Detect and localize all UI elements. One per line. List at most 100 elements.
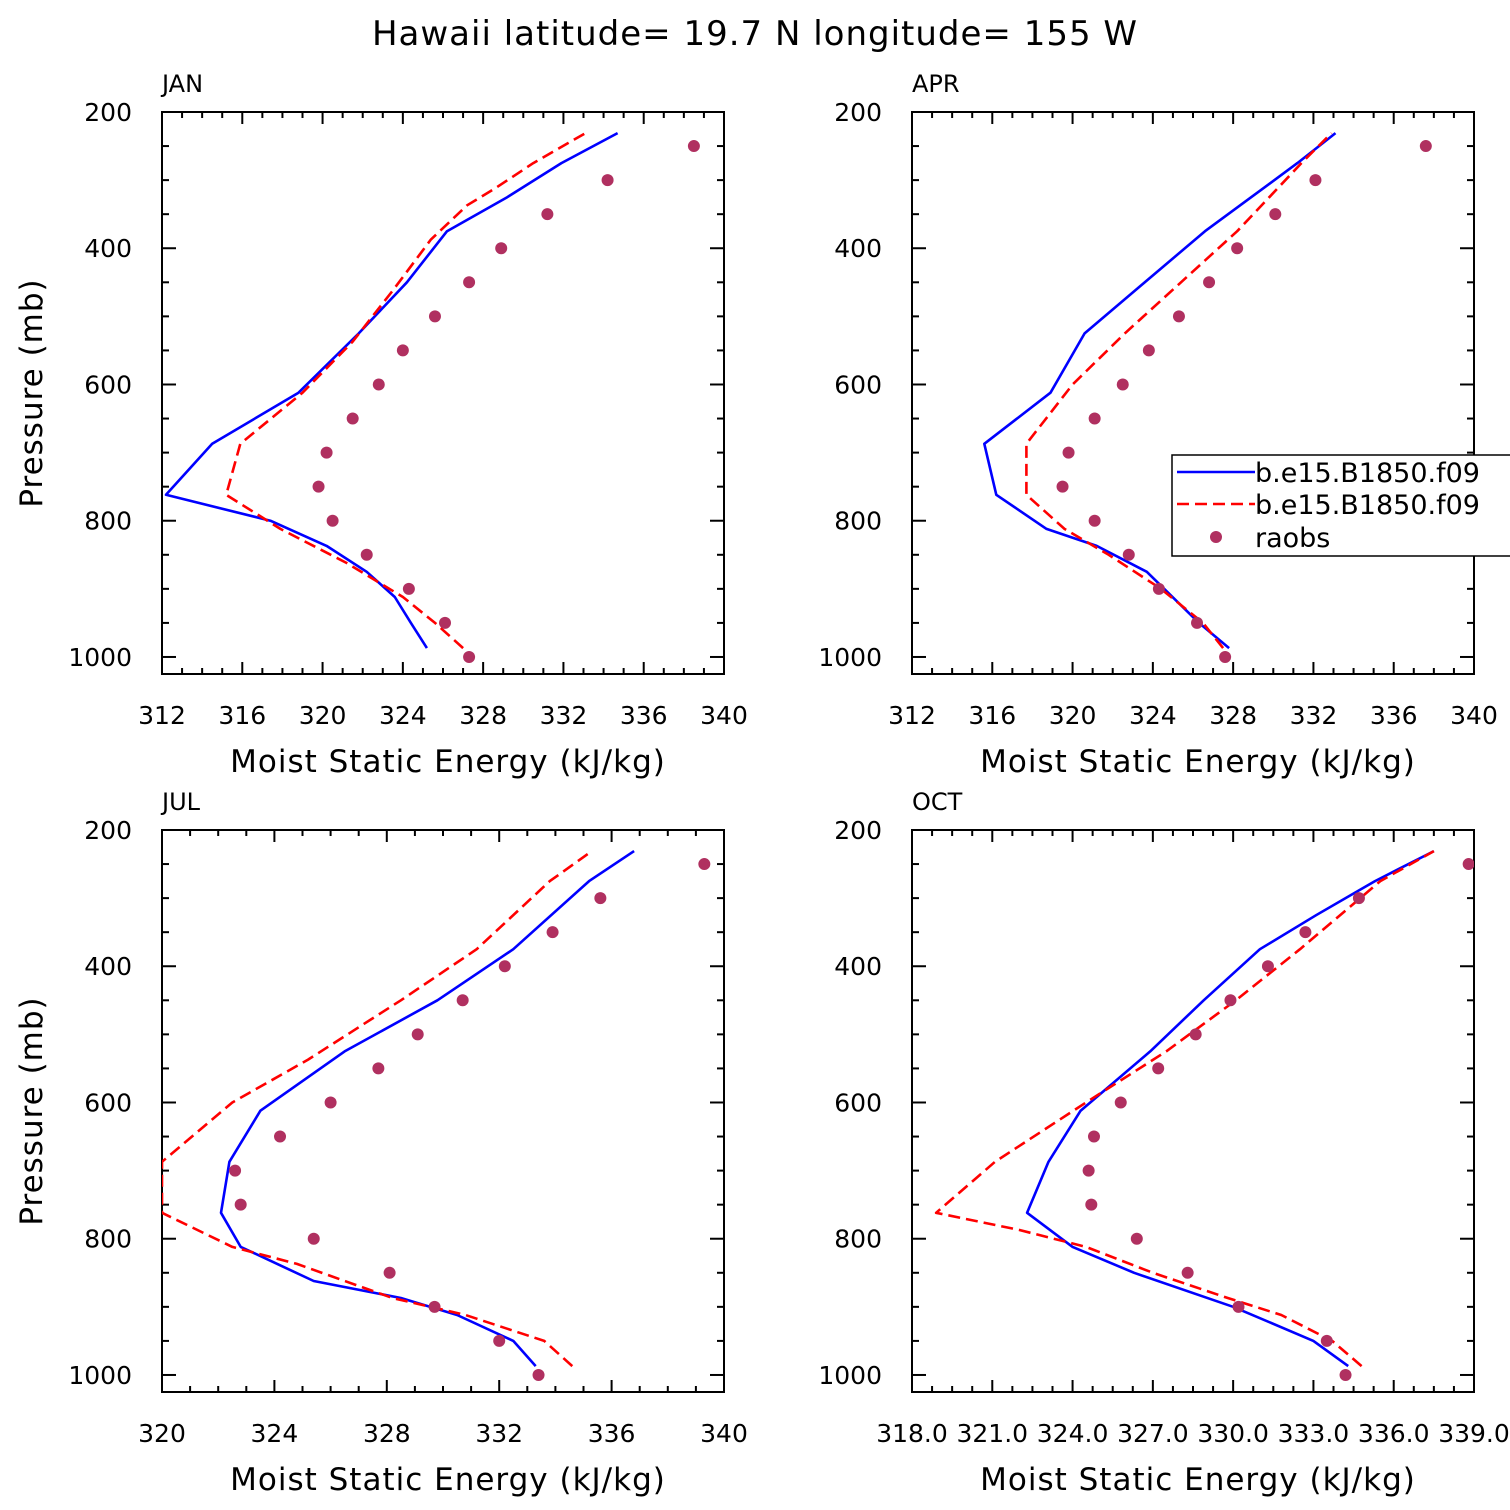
raobs-point: [1462, 858, 1474, 871]
y-tick-label: 600: [84, 370, 132, 399]
x-tick-label: 320: [138, 1419, 186, 1448]
raobs-point: [1172, 310, 1185, 323]
raobs-point: [1114, 1096, 1127, 1109]
legend-label: b.e15.B1850.f09: [1255, 490, 1480, 521]
raobs-point: [360, 548, 373, 561]
x-tick-label: 340: [1450, 701, 1498, 730]
series-line-dashed: [162, 850, 593, 1368]
y-axis-label: Pressure (mb): [14, 996, 50, 1225]
x-tick-label: 318.0: [876, 1419, 948, 1448]
raobs-point: [1152, 582, 1165, 595]
raobs-point: [1232, 1300, 1245, 1313]
y-tick-label: 1000: [68, 643, 132, 672]
raobs-point: [1085, 1198, 1098, 1211]
x-axis-label: Moist Static Energy (kJ/kg): [980, 744, 1416, 780]
raobs-point: [1219, 650, 1232, 663]
raobs-point: [1130, 1232, 1143, 1245]
raobs-point: [307, 1232, 320, 1245]
raobs-point: [601, 174, 614, 187]
y-tick-label: 200: [834, 816, 882, 845]
x-tick-label: 316: [968, 701, 1016, 730]
raobs-point: [546, 926, 559, 939]
x-tick-label: 336: [588, 1419, 636, 1448]
raobs-point: [234, 1198, 247, 1211]
raobs-point: [274, 1130, 287, 1143]
raobs-point: [1320, 1334, 1333, 1347]
raobs-point: [372, 378, 385, 391]
raobs-point: [1352, 892, 1365, 905]
raobs-point: [1122, 548, 1135, 561]
x-tick-label: 332: [540, 701, 588, 730]
raobs-point: [456, 994, 469, 1007]
x-tick-label: 327.0: [1117, 1419, 1189, 1448]
raobs-point: [495, 242, 508, 255]
x-tick-label: 312: [888, 701, 936, 730]
series-line-dashed: [1025, 132, 1333, 649]
y-tick-label: 1000: [818, 1361, 882, 1390]
raobs-point: [383, 1266, 396, 1279]
y-tick-label: 200: [84, 816, 132, 845]
x-tick-label: 336.0: [1358, 1419, 1430, 1448]
x-tick-label: 328: [1209, 701, 1257, 730]
raobs-point: [532, 1368, 545, 1381]
x-tick-label: 324.0: [1037, 1419, 1109, 1448]
raobs-point: [312, 480, 325, 493]
raobs-point: [1056, 480, 1069, 493]
x-tick-label: 333.0: [1278, 1419, 1350, 1448]
raobs-point: [1269, 208, 1282, 221]
x-tick-label: 340: [700, 1419, 748, 1448]
y-tick-label: 400: [84, 234, 132, 263]
raobs-point: [498, 960, 511, 973]
series-line-solid: [982, 132, 1337, 650]
x-tick-label: 328: [363, 1419, 411, 1448]
panel-oct: OCT 318.0 321.0 324.0 327.0 330.0 333.0 336.0 33…: [818, 788, 1509, 1498]
y-tick-label: 800: [84, 507, 132, 536]
raobs-point: [1309, 174, 1322, 187]
panel-jul: JUL 320 324 328 332 336 340 200 400 600 800 1000 Moi…: [14, 788, 748, 1498]
x-tick-label: 324: [1129, 701, 1177, 730]
y-tick-label: 400: [84, 952, 132, 981]
y-tick-label: 400: [834, 952, 882, 981]
raobs-point: [1339, 1368, 1352, 1381]
series-group: [162, 850, 711, 1381]
x-tick-label: 312: [138, 701, 186, 730]
raobs-point: [1088, 412, 1101, 425]
x-tick-label: 321.0: [956, 1419, 1028, 1448]
plot-frame: [161, 829, 725, 1393]
raobs-point: [1231, 242, 1244, 255]
x-tick-label: 340: [700, 701, 748, 730]
raobs-point: [439, 616, 452, 629]
panels: JAN 312 316 320 324 328 332 336 340 200 400 600 800 1…: [14, 70, 1510, 1498]
plot-frame: [911, 111, 1475, 675]
x-tick-label: 336: [620, 701, 668, 730]
series-group: [934, 849, 1474, 1381]
plot-frame: [911, 829, 1475, 1393]
series-group: [164, 131, 700, 663]
legend-marker: [1210, 531, 1222, 543]
series-line-solid: [219, 850, 635, 1367]
legend-label: raobs: [1255, 523, 1330, 554]
y-tick-label: 600: [84, 1088, 132, 1117]
y-axis-label: Pressure (mb): [14, 278, 50, 507]
raobs-point: [428, 310, 441, 323]
raobs-point: [1062, 446, 1075, 459]
x-tick-label: 332: [475, 1419, 523, 1448]
x-tick-label: 320: [299, 701, 347, 730]
series-line-solid: [1025, 849, 1435, 1368]
series-line-solid: [164, 131, 619, 649]
panel-label-jul: JUL: [160, 788, 201, 816]
raobs-point: [541, 208, 554, 221]
series-line-dashed: [224, 131, 587, 650]
raobs-point: [1189, 1028, 1202, 1041]
raobs-point: [1419, 140, 1432, 153]
x-axis-label: Moist Static Energy (kJ/kg): [230, 1462, 666, 1498]
y-tick-label: 200: [834, 98, 882, 127]
raobs-point: [1261, 960, 1274, 973]
raobs-point: [1088, 514, 1101, 527]
plot-frame: [161, 111, 725, 675]
panel-label-oct: OCT: [912, 788, 963, 816]
series-group: [982, 132, 1432, 663]
raobs-point: [396, 344, 409, 357]
